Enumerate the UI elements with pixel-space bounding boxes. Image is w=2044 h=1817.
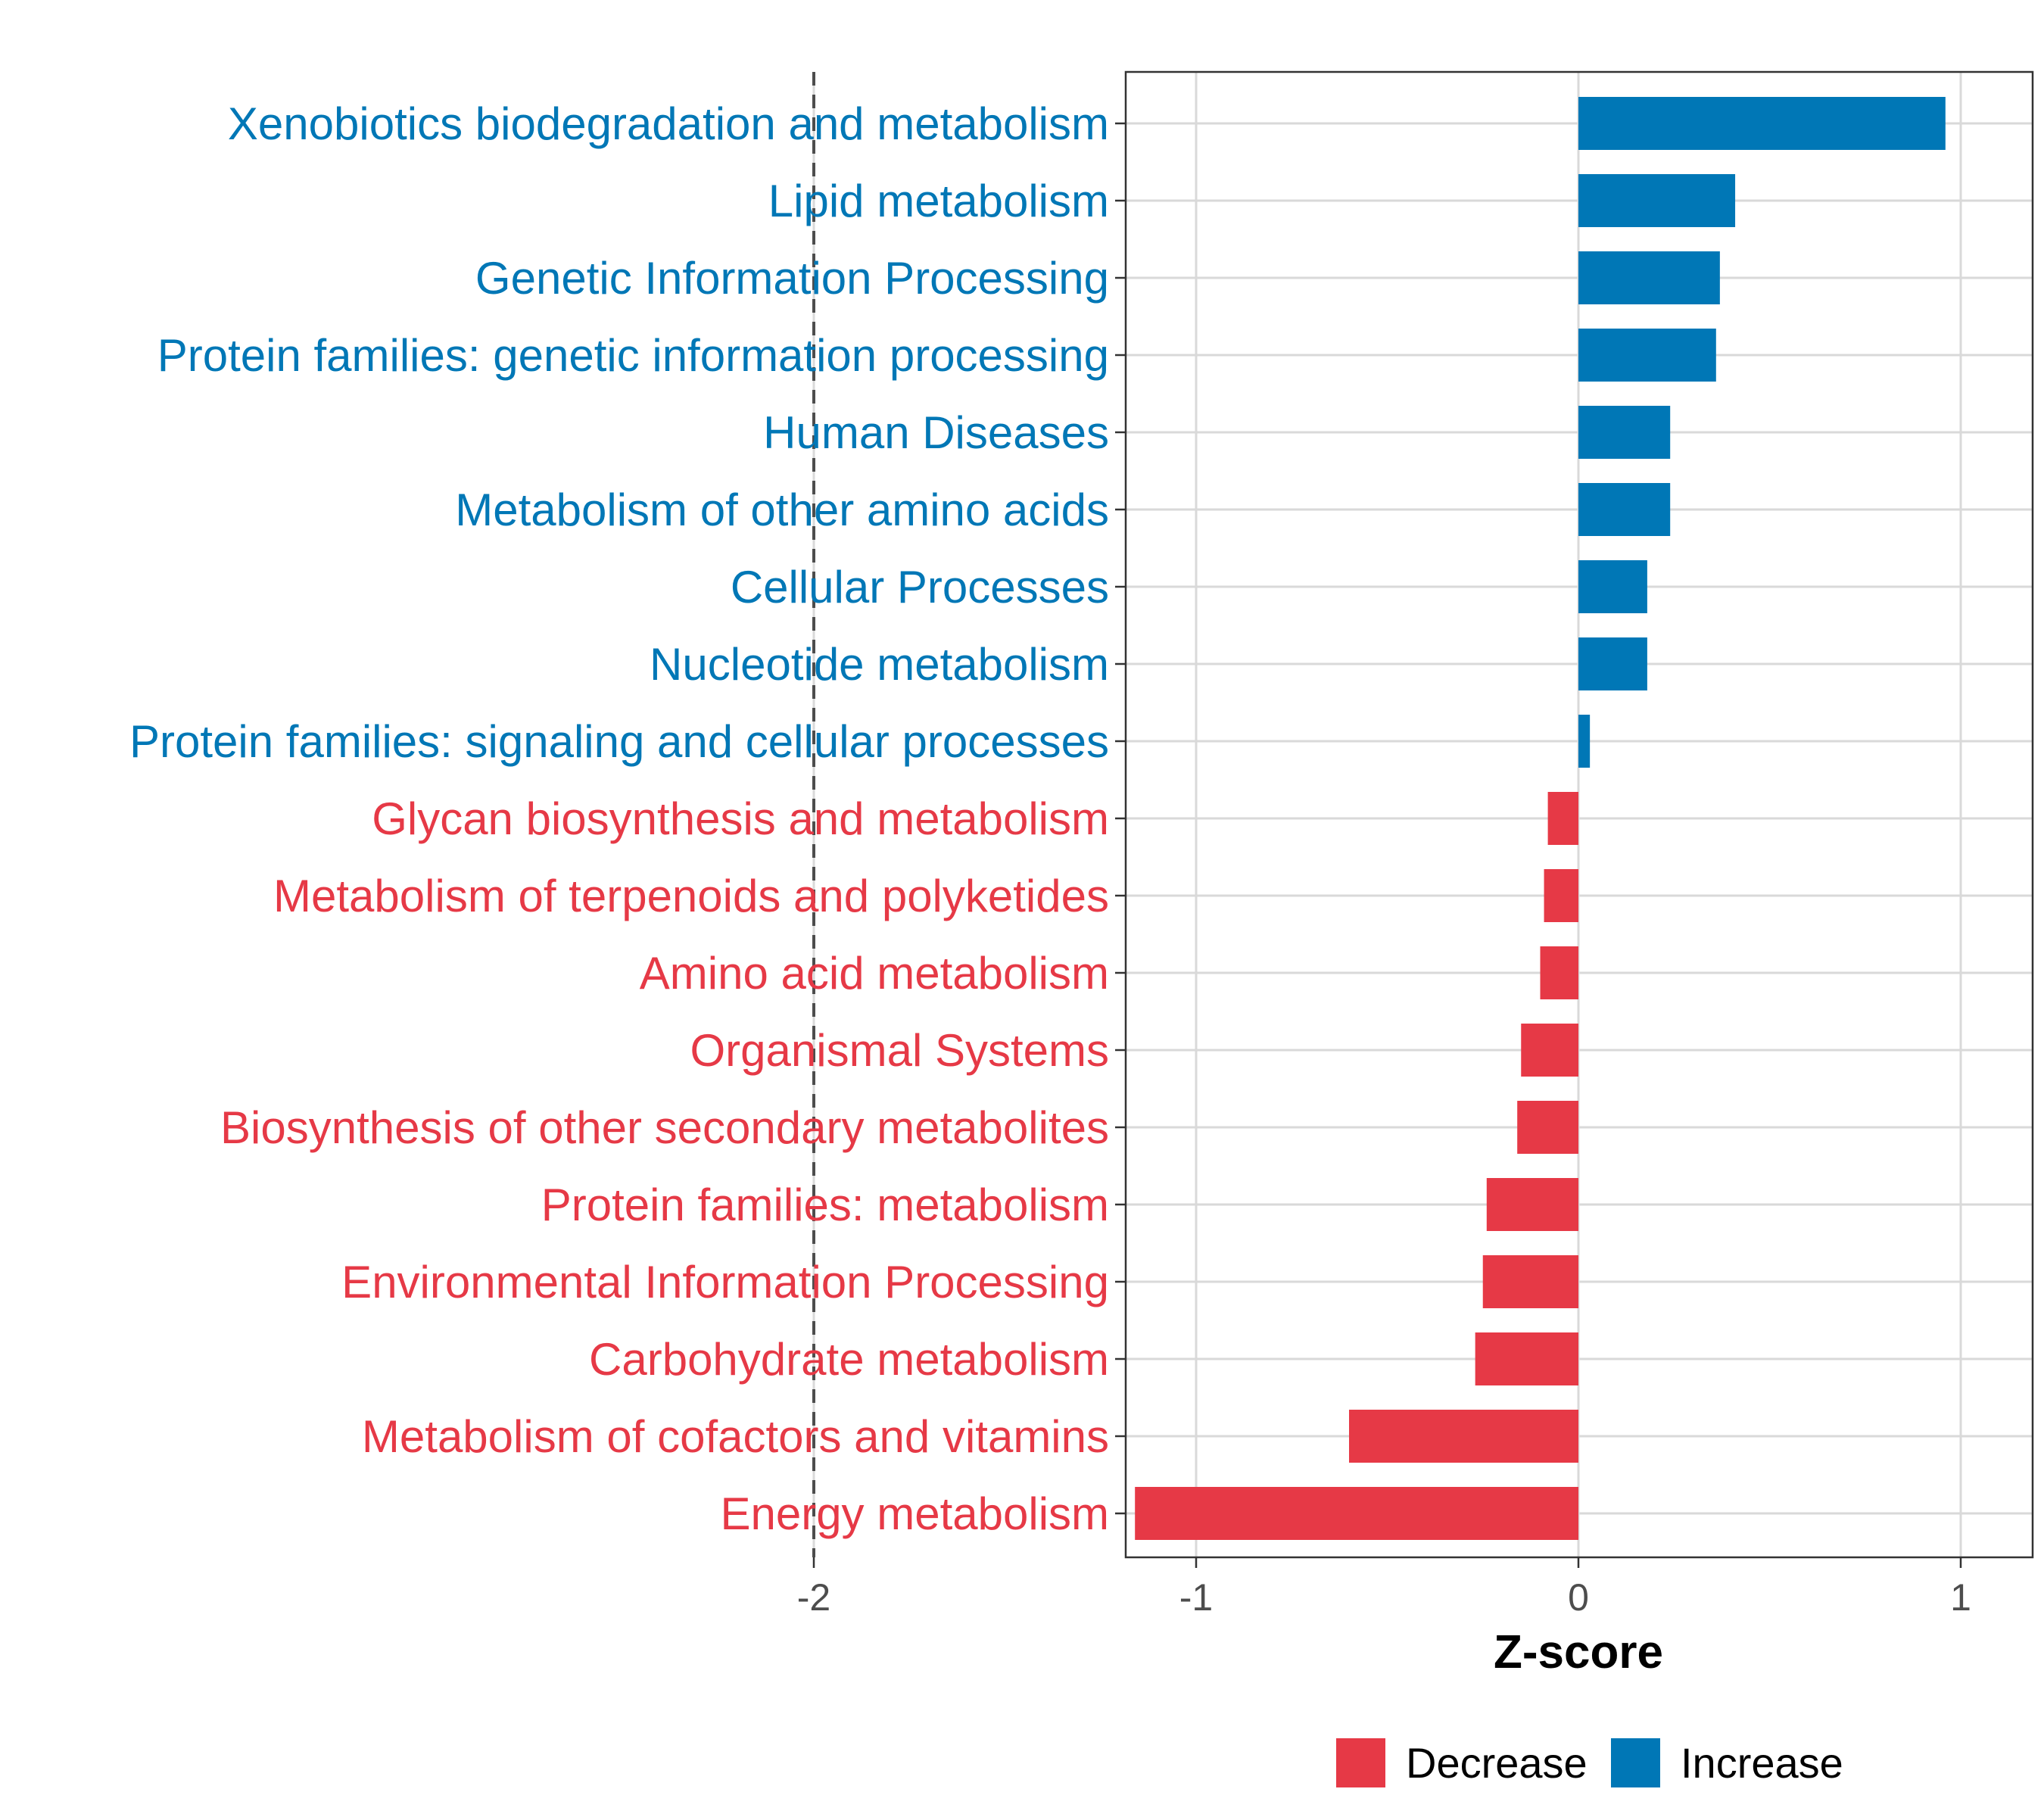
bar [1135, 1487, 1578, 1540]
category-label: Genetic Information Processing [475, 253, 1109, 304]
bar [1517, 1101, 1578, 1154]
category-label: Carbohydrate metabolism [589, 1334, 1109, 1385]
bar [1544, 869, 1578, 922]
category-label: Environmental Information Processing [341, 1257, 1109, 1307]
bar [1540, 946, 1578, 999]
y-axis-ticks [1115, 122, 1126, 1515]
bar [1578, 329, 1716, 382]
category-label: Glycan biosynthesis and metabolism [372, 793, 1109, 844]
threshold-lines [812, 72, 815, 1557]
bar [1521, 1024, 1578, 1077]
legend: Decrease Increase [1336, 1738, 1843, 1787]
legend-label: Decrease [1406, 1739, 1588, 1787]
bars [1135, 97, 1946, 1540]
bar [1578, 483, 1671, 536]
legend-swatch [1336, 1738, 1385, 1787]
y-axis-category-labels: Xenobiotics biodegradation and metabolis… [129, 98, 1109, 1539]
bar [1486, 1178, 1578, 1231]
category-label: Biosynthesis of other secondary metaboli… [220, 1102, 1109, 1153]
x-axis-title: Z-score [1494, 1626, 1663, 1678]
bar [1578, 637, 1647, 690]
category-label: Organismal Systems [690, 1025, 1109, 1076]
category-label: Metabolism of other amino acids [455, 485, 1109, 535]
category-label: Nucleotide metabolism [650, 639, 1109, 690]
bar [1578, 560, 1647, 613]
x-tick-label: -2 [797, 1576, 830, 1619]
category-label: Metabolism of cofactors and vitamins [362, 1411, 1109, 1462]
x-tick-label: -1 [1179, 1576, 1213, 1619]
category-label: Protein families: genetic information pr… [157, 330, 1109, 381]
category-label: Lipid metabolism [768, 176, 1109, 226]
category-label: Human Diseases [763, 407, 1109, 458]
bar [1578, 715, 1591, 768]
category-label: Metabolism of terpenoids and polyketides [273, 871, 1109, 921]
bar [1578, 174, 1736, 227]
legend-swatch [1611, 1738, 1660, 1787]
category-label: Energy metabolism [720, 1488, 1109, 1539]
x-axis-ticks: -2-1012 [797, 1557, 1971, 1619]
category-label: Amino acid metabolism [640, 948, 1109, 999]
bar [1349, 1410, 1578, 1463]
bar [1578, 97, 1946, 150]
x-tick-label: 0 [1568, 1576, 1589, 1619]
bar [1475, 1332, 1578, 1385]
category-label: Cellular Processes [731, 562, 1109, 612]
legend-label: Increase [1681, 1739, 1843, 1787]
bar [1482, 1255, 1578, 1308]
x-tick-label: 1 [1950, 1576, 1971, 1619]
category-label: Protein families: metabolism [541, 1180, 1109, 1230]
bar [1578, 406, 1671, 459]
bar [1578, 251, 1720, 304]
category-label: Protein families: signaling and cellular… [129, 716, 1109, 767]
category-label: Xenobiotics biodegradation and metabolis… [228, 98, 1109, 149]
bar [1547, 792, 1578, 845]
